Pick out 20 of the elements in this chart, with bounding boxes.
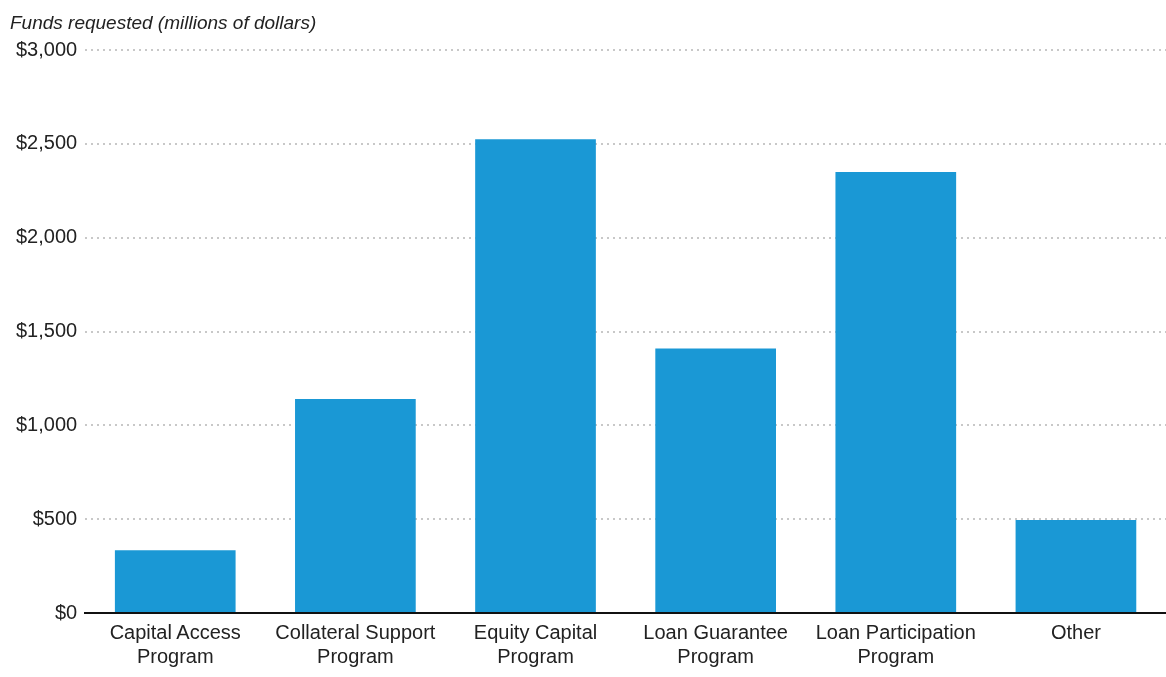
y-tick-label: $1,500 xyxy=(16,319,78,342)
x-tick-label: Capital Access Program xyxy=(109,620,241,667)
bar xyxy=(475,139,596,612)
x-tick-label: Loan Guarantee Program xyxy=(643,620,788,667)
y-tick-label: $0 xyxy=(54,600,78,623)
x-tick-label: Equity Capital Program xyxy=(473,620,598,667)
bar xyxy=(655,348,776,612)
bar xyxy=(114,550,236,612)
y-axis-title: Funds requested (millions of dollars) xyxy=(10,12,317,34)
bar xyxy=(1015,520,1137,612)
y-tick-label: $2,000 xyxy=(16,225,78,248)
x-tick-label: Loan Participation Program xyxy=(815,620,976,667)
y-tick-label: $2,500 xyxy=(16,131,78,154)
x-tick-label: Collateral Support Program xyxy=(275,620,436,667)
x-tick-label: Other xyxy=(1050,620,1102,643)
y-tick-label: $1,000 xyxy=(16,412,78,435)
bar xyxy=(295,399,416,612)
y-tick-label: $500 xyxy=(32,506,78,529)
y-tick-label: $3,000 xyxy=(16,37,78,60)
bar xyxy=(835,171,957,612)
